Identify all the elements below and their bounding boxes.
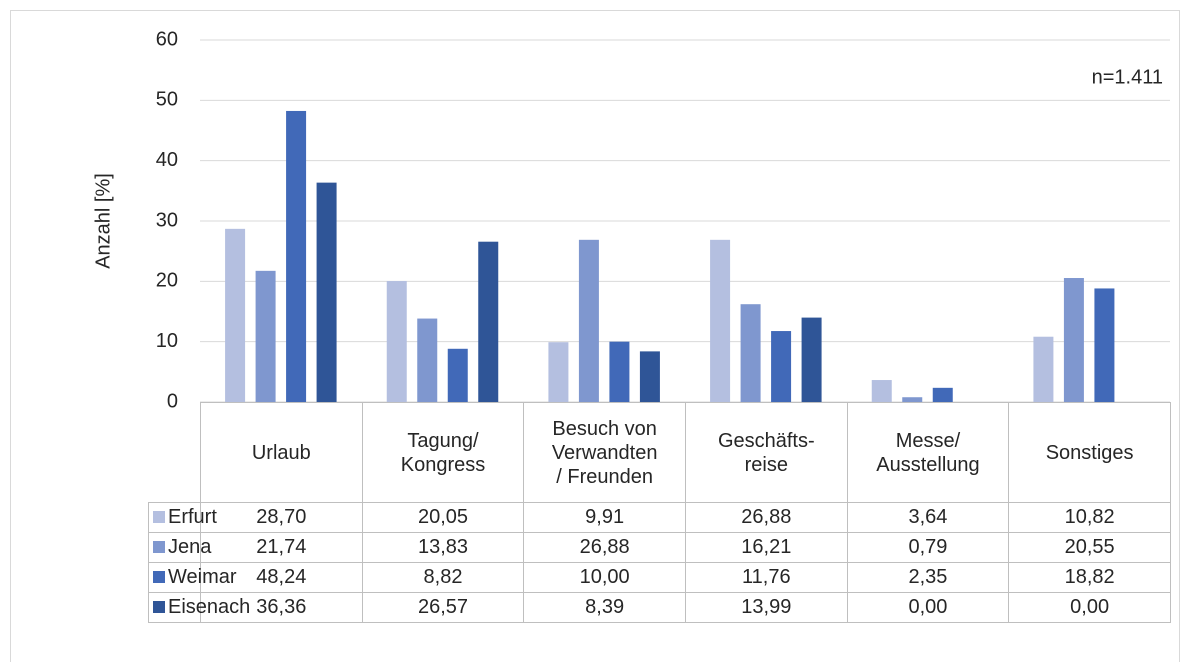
value-label: 8,82 [361,562,525,593]
category-label: Tagung/ Kongress [361,402,525,503]
y-tick-label: 0 [167,390,178,412]
y-tick-label: 40 [156,149,178,171]
y-tick-label: 50 [156,89,178,111]
value-label: 18,82 [1008,562,1171,593]
legend-swatch [153,601,165,613]
value-label: 20,55 [1008,532,1171,563]
bar [871,380,892,402]
value-label: 28,70 [200,502,363,533]
category-label: Messe/ Ausstellung [846,402,1010,503]
legend-label: Eisenach [168,596,251,618]
value-label: 26,57 [361,592,525,623]
legend-label: Erfurt [168,506,217,528]
y-tick-label: 20 [156,270,178,292]
value-label: 21,74 [200,532,363,563]
legend-cell: Weimar [148,562,237,593]
bar [255,270,276,402]
value-label: 10,00 [523,562,686,593]
bar [447,348,468,402]
value-label: 10,82 [1008,502,1171,533]
value-label: 20,05 [361,502,525,533]
series-row: Eisenach 36,36 26,57 8,39 13,99 0,00 0,00 [148,592,1171,623]
blank-cell [148,402,201,503]
bar [609,341,630,402]
y-axis-label: Anzahl [%] [92,173,114,269]
bar [286,110,307,403]
value-label: 9,91 [523,502,686,533]
data-table: Urlaub Tagung/ Kongress Besuch von Verwand… [148,402,1171,623]
bar [417,318,438,402]
bar [1063,278,1084,402]
bar [386,281,407,402]
bar [740,304,761,402]
value-label: 11,76 [684,562,848,593]
value-label: 0,00 [846,592,1010,623]
frame [10,10,1180,662]
bar [639,351,660,402]
annotation: n=1.411 [1092,66,1163,88]
legend-label: Weimar [168,566,237,588]
series-row: Weimar 48,24 8,82 10,00 11,76 2,35 18,82 [148,562,1171,593]
bar [902,397,923,402]
header-row: Urlaub Tagung/ Kongress Besuch von Verwand… [148,402,1171,503]
legend-swatch [153,511,165,523]
series-row: Jena 21,74 13,83 26,88 16,21 0,79 20,55 [148,532,1171,563]
value-label: 0,79 [846,532,1010,563]
bar [478,241,499,402]
bar [548,342,569,402]
category-label: Urlaub [200,402,363,503]
category-label: Besuch von Verwandten / Freunden [523,402,686,503]
bar [225,228,246,402]
bar [932,387,953,402]
legend-swatch [153,541,165,553]
series-row: Erfurt 28,70 20,05 9,91 26,88 3,64 10,82 [148,502,1171,533]
value-label: 0,00 [1008,592,1171,623]
y-tick-label: 10 [156,330,178,352]
value-label: 2,35 [846,562,1010,593]
value-label: 26,88 [523,532,686,563]
category-label: Geschäfts- reise [684,402,848,503]
legend-cell: Eisenach [148,592,250,623]
value-label: 3,64 [846,502,1010,533]
value-label: 13,83 [361,532,525,563]
bar [710,239,731,402]
category-label: Sonstiges [1008,402,1171,503]
y-tick-label: 30 [156,209,178,231]
value-label: 8,39 [523,592,686,623]
bar [578,239,599,402]
bar [1094,288,1115,402]
bar [1033,336,1054,402]
value-label: 48,24 [200,562,363,593]
legend-label: Jena [168,536,212,558]
bar [801,317,822,402]
value-label: 16,21 [684,532,848,563]
legend-swatch [153,571,165,583]
legend-cell: Jena [148,532,211,563]
value-label: 13,99 [684,592,848,623]
value-label: 26,88 [684,502,848,533]
bar [771,331,792,402]
value-label: 36,36 [200,592,363,623]
bar [316,182,337,402]
legend-cell: Erfurt [148,502,217,533]
y-tick-label: 60 [156,28,178,50]
